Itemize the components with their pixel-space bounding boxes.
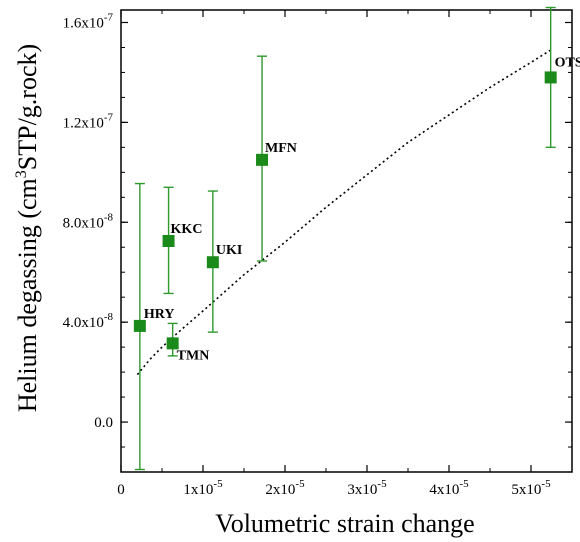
- fit-curve: [136, 49, 552, 376]
- data-point-uki: [206, 256, 219, 269]
- point-label-mfn: MFN: [265, 141, 297, 156]
- y-tick-label: 1.6x10-7: [63, 11, 114, 31]
- x-axis-ticks: 0 1x10-5 2x10-5 3x10-5 4x10-5 5x10-5: [117, 10, 551, 498]
- x-tick-label: 1x10-5: [183, 478, 223, 498]
- data-point-mfn: [256, 153, 269, 166]
- point-label-ots: OTS: [555, 55, 580, 70]
- data-point-ots: [544, 71, 557, 84]
- y-tick-label: 8.0x10-8: [63, 211, 114, 231]
- x-tick-label: 2x10-5: [265, 478, 305, 498]
- point-label-tmn: TMN: [177, 348, 210, 363]
- data-point-kkc: [162, 235, 175, 247]
- point-label-kkc: KKC: [171, 222, 203, 237]
- y-tick-label: 0.0: [94, 415, 113, 431]
- y-axis-title: Helium degassing (cm3STP/g.rock): [13, 44, 42, 412]
- data-markers: [133, 71, 557, 350]
- point-label-uki: UKI: [216, 243, 242, 258]
- x-tick-label: 0: [117, 482, 125, 498]
- y-axis-ticks: 0.0 4.0x10-8 8.0x10-8 1.2x10-7 1.6x10-7: [63, 11, 572, 473]
- y-tick-label: 1.2x10-7: [63, 111, 114, 131]
- x-axis-title: Volumetric strain change: [215, 509, 474, 538]
- point-label-hry: HRY: [144, 307, 175, 322]
- data-point-hry: [133, 319, 146, 332]
- x-tick-label: 3x10-5: [347, 478, 387, 498]
- data-point-tmn: [166, 337, 179, 350]
- x-tick-label: 5x10-5: [511, 478, 551, 498]
- x-tick-label: 4x10-5: [429, 478, 469, 498]
- plot-border: [120, 9, 573, 473]
- y-tick-label: 4.0x10-8: [63, 311, 114, 331]
- point-labels: HRY TMN KKC UKI MFN OTS: [144, 55, 580, 363]
- fit-curve-group: [136, 49, 552, 376]
- plot-frame: [120, 9, 573, 473]
- error-bars: [134, 6, 556, 471]
